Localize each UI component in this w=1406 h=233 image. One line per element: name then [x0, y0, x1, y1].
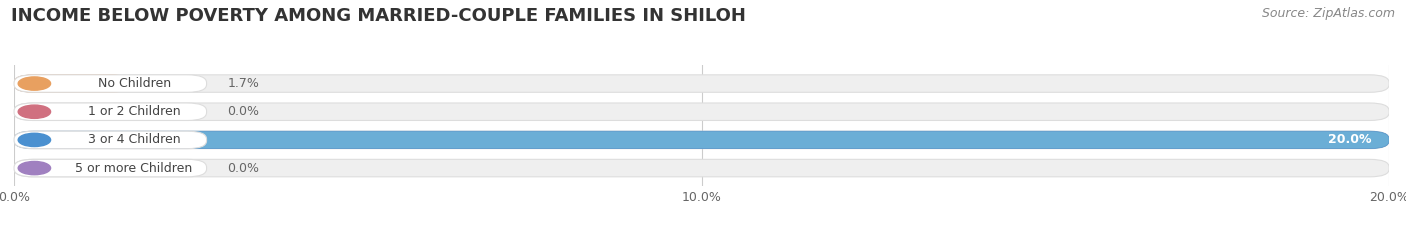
Text: Source: ZipAtlas.com: Source: ZipAtlas.com: [1261, 7, 1395, 20]
Circle shape: [18, 105, 51, 118]
Circle shape: [18, 133, 51, 147]
Text: 1 or 2 Children: 1 or 2 Children: [87, 105, 180, 118]
FancyBboxPatch shape: [14, 103, 1389, 120]
FancyBboxPatch shape: [14, 131, 1389, 149]
Text: 0.0%: 0.0%: [228, 105, 259, 118]
Circle shape: [18, 161, 51, 175]
FancyBboxPatch shape: [14, 75, 1389, 92]
Circle shape: [18, 77, 51, 90]
Text: 3 or 4 Children: 3 or 4 Children: [87, 134, 180, 146]
FancyBboxPatch shape: [14, 131, 207, 149]
Text: INCOME BELOW POVERTY AMONG MARRIED-COUPLE FAMILIES IN SHILOH: INCOME BELOW POVERTY AMONG MARRIED-COUPL…: [11, 7, 747, 25]
Text: 5 or more Children: 5 or more Children: [76, 161, 193, 175]
FancyBboxPatch shape: [14, 75, 131, 92]
Text: 0.0%: 0.0%: [228, 161, 259, 175]
FancyBboxPatch shape: [14, 103, 207, 120]
FancyBboxPatch shape: [14, 131, 1389, 149]
Text: No Children: No Children: [97, 77, 170, 90]
Text: 20.0%: 20.0%: [1329, 134, 1372, 146]
Text: 1.7%: 1.7%: [228, 77, 259, 90]
FancyBboxPatch shape: [14, 159, 207, 177]
FancyBboxPatch shape: [14, 159, 1389, 177]
FancyBboxPatch shape: [14, 75, 207, 92]
